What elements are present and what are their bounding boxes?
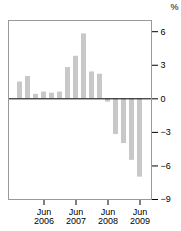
- svg-text:Jun2006: Jun2006: [34, 207, 54, 226]
- svg-text:Jun2008: Jun2008: [98, 207, 118, 226]
- svg-text:−3: −3: [161, 127, 171, 137]
- svg-text:6: 6: [161, 27, 166, 37]
- svg-text:3: 3: [161, 60, 166, 70]
- svg-text:0: 0: [161, 94, 166, 104]
- svg-text:−9: −9: [161, 194, 171, 204]
- svg-text:Jun2009: Jun2009: [130, 207, 150, 226]
- svg-text:−6: −6: [161, 161, 171, 171]
- svg-text:Jun2007: Jun2007: [66, 207, 86, 226]
- svg-text:%: %: [170, 2, 178, 12]
